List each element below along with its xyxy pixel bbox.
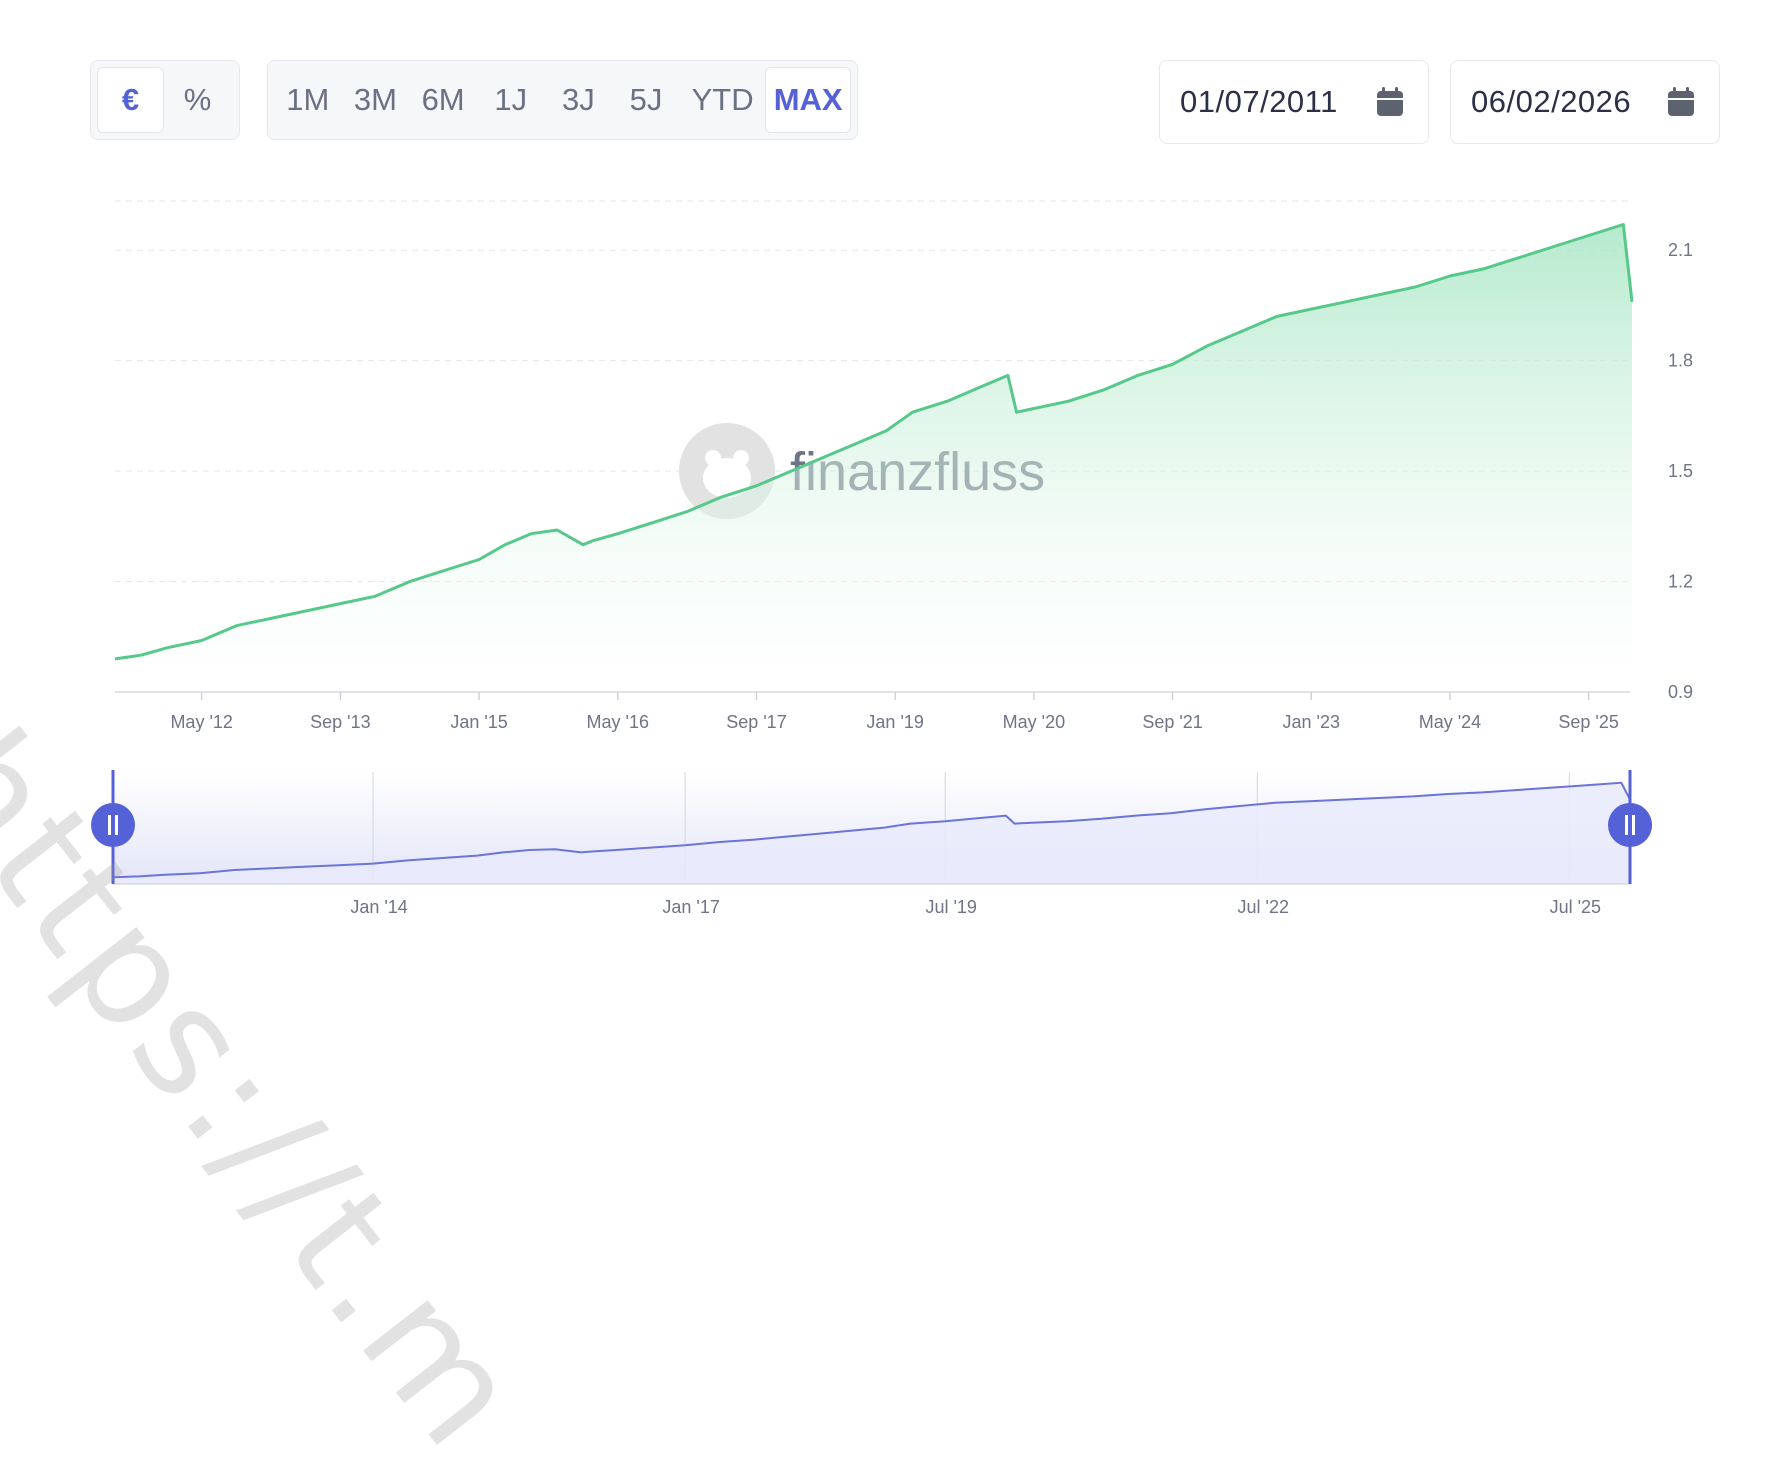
x-tick-label: Sep '13	[310, 712, 371, 732]
x-tick-label: Sep '25	[1558, 712, 1619, 732]
end-date-value: 06/02/2026	[1471, 84, 1632, 119]
x-tick-label: Jan '23	[1283, 712, 1340, 732]
start-date-input[interactable]: 01/07/2011	[1159, 60, 1429, 144]
y-tick-label: 1.5	[1668, 461, 1693, 481]
currency-percent-button[interactable]: %	[183, 82, 212, 117]
range-1m-button[interactable]: 1M	[286, 82, 330, 117]
calendar-icon[interactable]	[1667, 87, 1695, 117]
navigator-tick-label: Jul '25	[1550, 897, 1601, 917]
range-ytd-button[interactable]: YTD	[691, 82, 754, 117]
series-line	[114, 223, 1634, 661]
range-navigator[interactable]: Jan '14 Jan '17 Jul '19 Jul '22 Jul '25	[91, 770, 1652, 917]
range-max-button[interactable]: MAX	[765, 67, 851, 133]
y-tick-label: 1.8	[1668, 351, 1693, 371]
navigator-tick-label: Jul '19	[925, 897, 976, 917]
x-tick-label: May '20	[1003, 712, 1065, 732]
navigator-tick-label: Jul '22	[1238, 897, 1289, 917]
range-3j-button[interactable]: 3J	[562, 82, 595, 117]
navigator-tick-label: Jan '14	[350, 897, 407, 917]
area-fill	[115, 224, 1632, 692]
range-6m-button[interactable]: 6M	[421, 82, 465, 117]
end-date-input[interactable]: 06/02/2026	[1450, 60, 1720, 144]
navigator-right-handle[interactable]	[1608, 803, 1652, 847]
range-3m-button[interactable]: 3M	[353, 82, 397, 117]
x-tick-label: Sep '17	[726, 712, 787, 732]
y-tick-label: 1.2	[1668, 572, 1693, 592]
x-tick-label: May '16	[587, 712, 649, 732]
x-tick-label: Jan '15	[450, 712, 507, 732]
currency-toggle: € %	[90, 60, 240, 140]
currency-euro-button[interactable]: €	[97, 67, 164, 133]
y-tick-label: 0.9	[1668, 682, 1693, 702]
start-date-value: 01/07/2011	[1180, 84, 1338, 119]
range-5j-button[interactable]: 5J	[629, 82, 663, 117]
x-tick-label: Jan '19	[866, 712, 923, 732]
navigator-tick-label: Jan '17	[662, 897, 719, 917]
x-tick-label: May '24	[1419, 712, 1481, 732]
x-tick-label: May '12	[170, 712, 232, 732]
calendar-icon[interactable]	[1376, 87, 1404, 117]
y-tick-label: 2.1	[1668, 240, 1693, 260]
x-tick-label: Sep '21	[1142, 712, 1203, 732]
navigator-left-handle[interactable]	[91, 803, 135, 847]
range-1j-button[interactable]: 1J	[494, 82, 528, 117]
range-selector: 1M 3M 6M 1J 3J 5J YTD MAX	[267, 60, 858, 140]
